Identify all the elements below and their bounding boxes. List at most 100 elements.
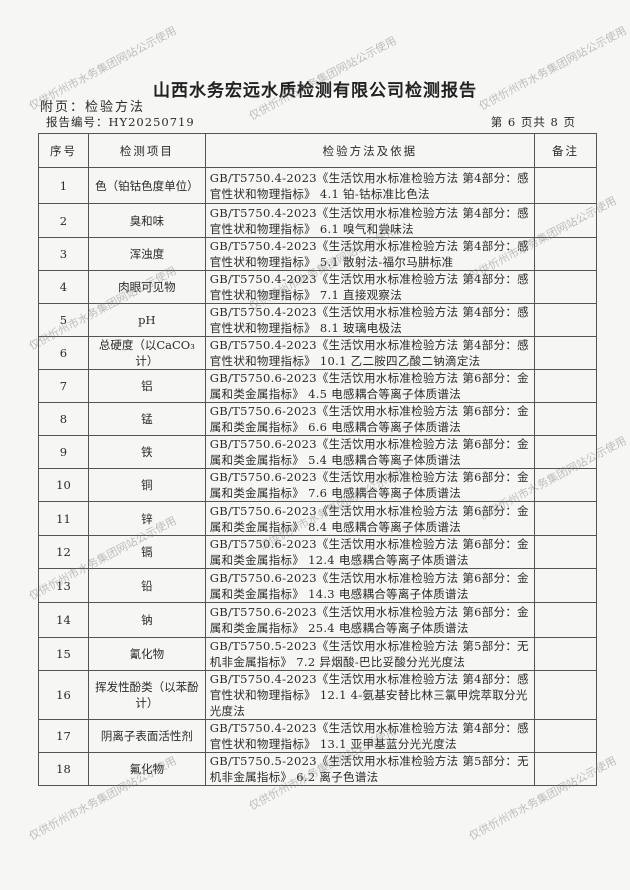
- test-item: 挥发性酚类（以苯酚计）: [87, 670, 206, 720]
- row-number: 11: [38, 501, 89, 536]
- test-method: GB/T5750.4-2023《生活饮用水标准检验方法 第4部分：感官性状和物理…: [204, 336, 536, 370]
- table-row: 16 挥发性酚类（以苯酚计） GB/T5750.4-2023《生活饮用水标准检验方法…: [38, 670, 597, 720]
- table-row: 1 色（铂钴色度单位） GB/T5750.4-2023《生活饮用水标准检验方法 第4…: [38, 167, 597, 204]
- row-number: 18: [38, 752, 89, 786]
- test-method: GB/T5750.6-2023《生活饮用水标准检验方法 第6部分：金属和类金属指…: [204, 568, 536, 603]
- table-row: 7 铝 GB/T5750.6-2023《生活饮用水标准检验方法 第6部分：金属和类金…: [38, 369, 597, 403]
- table-row: 4 肉眼可见物 GB/T5750.4-2023《生活饮用水标准检验方法 第4部分：感…: [38, 270, 597, 304]
- row-number: 9: [38, 435, 89, 469]
- header-method: 检验方法及依据: [204, 133, 536, 168]
- test-method: GB/T5750.4-2023《生活饮用水标准检验方法 第4部分：感官性状和物理…: [204, 719, 536, 753]
- test-item: 锰: [87, 402, 206, 436]
- test-method: GB/T5750.6-2023《生活饮用水标准检验方法 第6部分：金属和类金属指…: [204, 468, 536, 502]
- row-number: 3: [38, 237, 89, 271]
- test-item: 铝: [87, 369, 206, 403]
- test-item: 臭和味: [87, 203, 206, 238]
- table-row: 2 臭和味 GB/T5750.4-2023《生活饮用水标准检验方法 第4部分：感官性…: [38, 203, 597, 238]
- test-method: GB/T5750.6-2023《生活饮用水标准检验方法 第6部分：金属和类金属指…: [204, 501, 536, 536]
- table-row: 6 总硬度（以CaCO₃计） GB/T5750.4-2023《生活饮用水标准检验方法…: [38, 336, 597, 370]
- row-note: [534, 501, 597, 536]
- table-row: 14 钠 GB/T5750.6-2023《生活饮用水标准检验方法 第6部分：金属和类…: [38, 602, 597, 638]
- row-number: 7: [38, 369, 89, 403]
- row-number: 16: [38, 670, 89, 720]
- page-info: 第 6 页共 8 页: [490, 115, 576, 129]
- test-item: 铁: [87, 435, 206, 469]
- test-method: GB/T5750.5-2023《生活饮用水标准检验方法 第5部分：无机非金属指标…: [204, 637, 536, 671]
- row-note: [534, 237, 597, 271]
- table-row: 13 铅 GB/T5750.6-2023《生活饮用水标准检验方法 第6部分：金属和类…: [38, 568, 597, 603]
- table-row: 5 pH GB/T5750.4-2023《生活饮用水标准检验方法 第4部分：感官性状…: [38, 303, 597, 337]
- table-row: 18 氟化物 GB/T5750.5-2023《生活饮用水标准检验方法 第5部分：无机…: [38, 752, 597, 786]
- table-row: 17 阴离子表面活性剂 GB/T5750.4-2023《生活饮用水标准检验方法 第4…: [38, 719, 597, 753]
- test-item: 阴离子表面活性剂: [87, 719, 206, 753]
- test-method: GB/T5750.4-2023《生活饮用水标准检验方法 第4部分：感官性状和物理…: [204, 270, 536, 304]
- row-number: 6: [38, 336, 89, 370]
- test-item: 浑浊度: [87, 237, 206, 271]
- row-number: 10: [38, 468, 89, 502]
- methods-table: 序号 检测项目 检验方法及依据 备注 1 色（铂钴色度单位） GB/T5750.4-…: [38, 133, 597, 786]
- header-item: 检测项目: [87, 133, 206, 168]
- test-method: GB/T5750.4-2023《生活饮用水标准检验方法 第4部分：感官性状和物理…: [204, 303, 536, 337]
- report-title: 山西水务宏远水质检测有限公司检测报告: [153, 81, 477, 101]
- test-item: 肉眼可见物: [87, 270, 206, 304]
- test-item: 镉: [87, 535, 206, 569]
- row-note: [534, 568, 597, 603]
- row-note: [534, 167, 597, 204]
- row-note: [534, 637, 597, 671]
- row-number: 17: [38, 719, 89, 753]
- test-item: 铅: [87, 568, 206, 603]
- test-method: GB/T5750.4-2023《生活饮用水标准检验方法 第4部分：感官性状和物理…: [204, 237, 536, 271]
- row-note: [534, 270, 597, 304]
- report-number: 报告编号：HY20250719: [46, 115, 195, 129]
- table-row: 11 锌 GB/T5750.6-2023《生活饮用水标准检验方法 第6部分：金属和类…: [38, 501, 597, 536]
- row-number: 12: [38, 535, 89, 569]
- test-item: 锌: [87, 501, 206, 536]
- row-note: [534, 336, 597, 370]
- test-method: GB/T5750.4-2023《生活饮用水标准检验方法 第4部分：感官性状和物理…: [204, 203, 536, 238]
- test-item: pH: [87, 303, 206, 337]
- test-method: GB/T5750.6-2023《生活饮用水标准检验方法 第6部分：金属和类金属指…: [204, 402, 536, 436]
- test-method: GB/T5750.6-2023《生活饮用水标准检验方法 第6部分：金属和类金属指…: [204, 602, 536, 638]
- test-item: 钠: [87, 602, 206, 638]
- table-row: 10 铜 GB/T5750.6-2023《生活饮用水标准检验方法 第6部分：金属和类…: [38, 468, 597, 502]
- row-note: [534, 203, 597, 238]
- test-method: GB/T5750.6-2023《生活饮用水标准检验方法 第6部分：金属和类金属指…: [204, 369, 536, 403]
- test-item: 色（铂钴色度单位）: [87, 167, 206, 204]
- row-note: [534, 535, 597, 569]
- test-item: 铜: [87, 468, 206, 502]
- row-note: [534, 369, 597, 403]
- row-number: 2: [38, 203, 89, 238]
- row-note: [534, 435, 597, 469]
- row-note: [534, 719, 597, 753]
- row-note: [534, 602, 597, 638]
- row-note: [534, 303, 597, 337]
- row-number: 8: [38, 402, 89, 436]
- test-item: 氟化物: [87, 752, 206, 786]
- test-method: GB/T5750.5-2023《生活饮用水标准检验方法 第5部分：无机非金属指标…: [204, 752, 536, 786]
- row-number: 14: [38, 602, 89, 638]
- test-method: GB/T5750.4-2023《生活饮用水标准检验方法 第4部分：感官性状和物理…: [204, 167, 536, 204]
- table-row: 8 锰 GB/T5750.6-2023《生活饮用水标准检验方法 第6部分：金属和类金…: [38, 402, 597, 436]
- row-note: [534, 752, 597, 786]
- table-row: 3 浑浊度 GB/T5750.4-2023《生活饮用水标准检验方法 第4部分：感官性…: [38, 237, 597, 271]
- header-no: 序号: [38, 133, 89, 168]
- row-number: 5: [38, 303, 89, 337]
- test-item: 氰化物: [87, 637, 206, 671]
- appendix-subtitle: 附页：检验方法: [40, 100, 146, 115]
- row-number: 1: [38, 167, 89, 204]
- test-method: GB/T5750.4-2023《生活饮用水标准检验方法 第4部分：感官性状和物理…: [204, 670, 536, 720]
- row-number: 4: [38, 270, 89, 304]
- table-header-row: 序号 检测项目 检验方法及依据 备注: [38, 133, 597, 168]
- table-row: 15 氰化物 GB/T5750.5-2023《生活饮用水标准检验方法 第5部分：无机…: [38, 637, 597, 671]
- header-note: 备注: [534, 133, 597, 168]
- table-row: 12 镉 GB/T5750.6-2023《生活饮用水标准检验方法 第6部分：金属和类…: [38, 535, 597, 569]
- test-method: GB/T5750.6-2023《生活饮用水标准检验方法 第6部分：金属和类金属指…: [204, 535, 536, 569]
- row-note: [534, 670, 597, 720]
- table-row: 9 铁 GB/T5750.6-2023《生活饮用水标准检验方法 第6部分：金属和类金…: [38, 435, 597, 469]
- row-number: 15: [38, 637, 89, 671]
- row-note: [534, 402, 597, 436]
- test-item: 总硬度（以CaCO₃计）: [87, 336, 206, 370]
- row-note: [534, 468, 597, 502]
- test-method: GB/T5750.6-2023《生活饮用水标准检验方法 第6部分：金属和类金属指…: [204, 435, 536, 469]
- row-number: 13: [38, 568, 89, 603]
